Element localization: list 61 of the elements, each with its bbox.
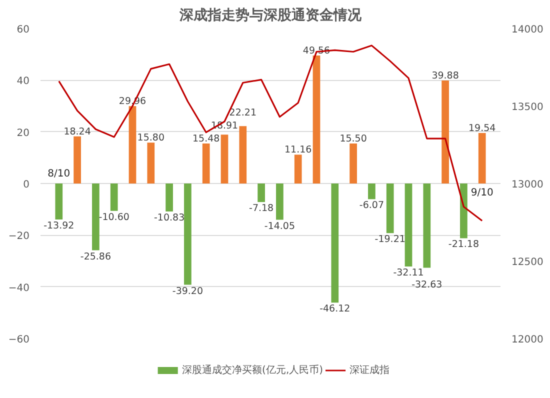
bar [202,144,210,184]
bar [350,143,357,184]
data-label: 22.21 [229,107,257,118]
bar [184,184,192,285]
data-label: -25.86 [80,251,112,262]
data-label: -39.20 [172,286,204,297]
legend-label: 深证成指 [350,364,390,376]
y-tick-label: 60 [16,24,30,36]
bar [220,134,228,184]
data-label: -6.07 [359,200,384,212]
y2-tick-label: 13500 [512,102,544,113]
bar [386,184,394,234]
bar [110,184,118,211]
y-tick-label: 40 [16,76,30,88]
chart-title: 深成指走势与深股通资金情况 [178,6,362,24]
bar [331,184,339,303]
bar [166,184,173,212]
data-label: 39.88 [432,70,459,82]
data-label: 11.16 [284,144,312,156]
x-tick-label: 9/10 [470,188,494,198]
data-label: -7.18 [249,203,274,214]
y2-tick-label: 13000 [512,180,544,190]
bar [312,55,320,184]
bar [294,154,302,184]
y-tick-label: 0 [23,180,30,190]
x-tick-label: 8/10 [48,168,70,180]
bar [276,184,284,220]
bar [258,184,265,202]
data-label: -13.92 [44,220,74,232]
data-label: 15.80 [137,132,165,144]
bar [74,136,81,184]
y2-tick-label: 14000 [512,24,544,36]
y-tick-label: −20 [8,231,30,242]
legend-label: 深股通成交净买额(亿元,人民币) [182,364,324,376]
bar [92,184,100,250]
bar [128,106,136,184]
data-label: -10.83 [154,212,185,224]
bar [404,184,412,266]
bar [147,142,155,184]
y2-tick-label: 12500 [512,257,544,268]
data-label: 15.50 [340,133,367,144]
y-tick-label: −40 [8,282,30,294]
data-label: 15.48 [192,134,220,145]
bar [239,126,247,184]
data-label: -32.63 [412,280,442,291]
bar [55,184,63,220]
bar [368,184,376,200]
data-label: -19.21 [374,234,406,246]
data-label: -46.12 [320,304,350,315]
bar [442,80,449,184]
bar [460,184,468,238]
data-label: 18.24 [64,126,91,138]
y-tick-label: 20 [16,128,30,139]
y2-tick-label: 12000 [512,334,544,346]
data-label: -32.11 [393,267,424,278]
bar [423,184,431,268]
data-label: 19.54 [468,123,496,134]
data-label: -21.18 [448,239,480,250]
data-label: -14.05 [264,220,296,232]
bar [478,133,486,184]
y-tick-label: −60 [8,334,30,346]
